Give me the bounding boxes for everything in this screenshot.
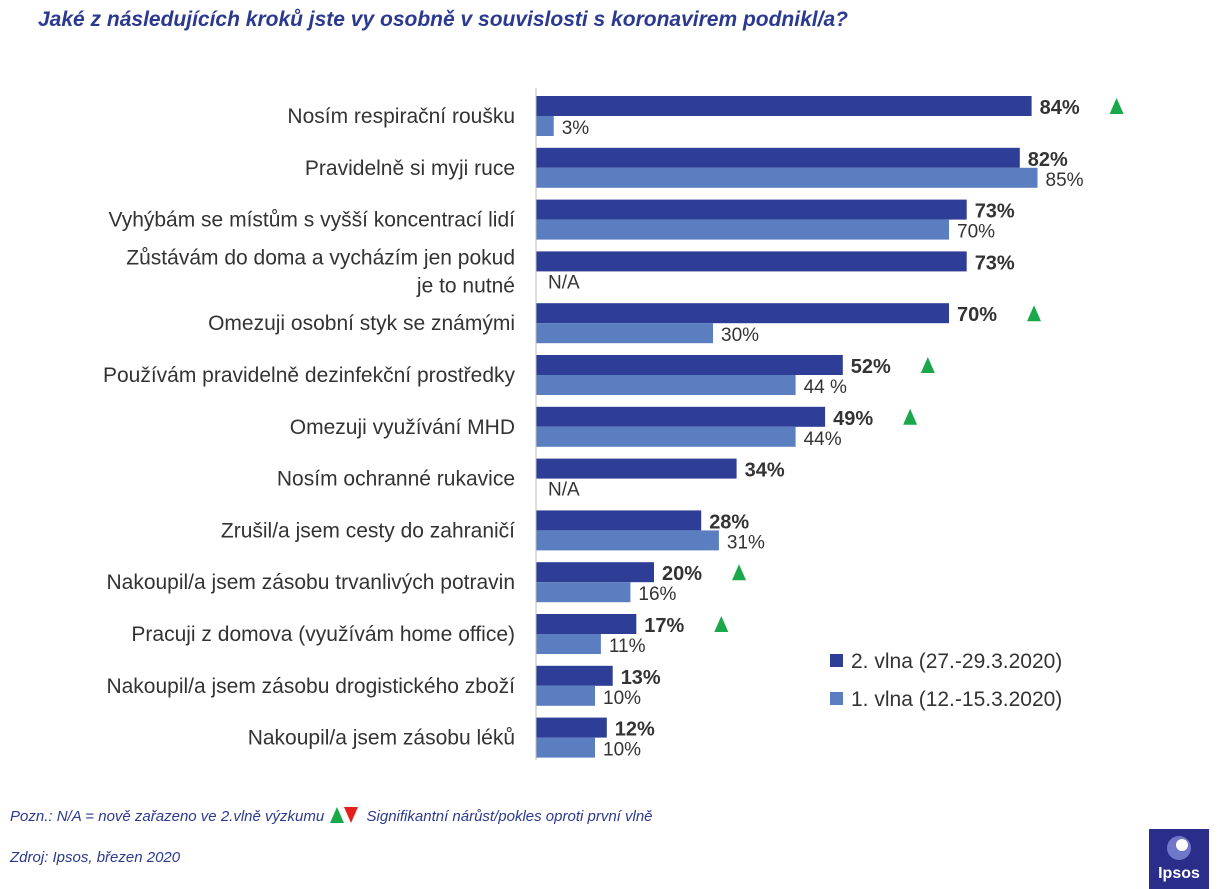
bar-wave-2	[536, 717, 607, 738]
bar-wave-1	[536, 219, 949, 240]
bar-wave-1	[536, 634, 601, 654]
bar-wave-1	[536, 323, 713, 344]
significant-increase-icon	[903, 408, 918, 425]
data-label-wave-2: 34%	[745, 460, 785, 482]
category-label: Zrušil/a jsem cesty do zahraničí	[221, 519, 515, 542]
data-label-wave-2: 28%	[709, 511, 749, 533]
data-label-wave-2: 82%	[1028, 149, 1068, 171]
category-label: Nakoupil/a jsem zásobu léků	[248, 727, 515, 750]
legend-swatch	[830, 654, 843, 667]
category-label: Pravidelně si myji ruce	[305, 157, 515, 180]
legend-label: 1. vlna (12.-15.3.2020)	[851, 688, 1062, 711]
data-label-wave-1: 70%	[957, 222, 995, 243]
footnote-suffix: Signifikantní nárůst/pokles oproti první…	[362, 808, 653, 825]
bar-wave-1	[536, 426, 796, 447]
category-label: Omezuji osobní styk se známými	[208, 312, 515, 335]
source-note: Zdroj: Ipsos, březen 2020	[10, 849, 181, 866]
data-label-wave-2: 49%	[833, 408, 873, 430]
bar-wave-2	[536, 96, 1032, 116]
bar-wave-1	[536, 116, 554, 136]
bar-wave-1	[536, 685, 595, 706]
footnote: Pozn.: N/A = nově zařazeno ve 2.vlně výz…	[10, 807, 653, 825]
bar-wave-2	[536, 406, 826, 427]
significant-increase-icon	[714, 616, 729, 632]
category-label: Zůstávám do doma a vycházím jen pokud	[126, 246, 515, 269]
data-label-wave-1: N/A	[548, 480, 580, 501]
data-label-wave-1: 44%	[804, 429, 842, 450]
bar-wave-2	[536, 251, 967, 272]
bar-wave-2	[536, 510, 702, 531]
bar-wave-2	[536, 614, 637, 634]
data-label-wave-2: 52%	[851, 356, 891, 378]
bar-wave-1	[536, 737, 595, 758]
significant-increase-icon	[1109, 98, 1124, 114]
data-label-wave-2: 73%	[975, 201, 1015, 223]
category-label: je to nutné	[416, 274, 515, 297]
bar-wave-2	[536, 458, 737, 479]
data-label-wave-2: 12%	[615, 719, 655, 741]
chart-title: Jaké z následujících kroků jste vy osobn…	[38, 8, 848, 31]
data-label-wave-2: 84%	[1040, 97, 1080, 119]
bar-wave-2	[536, 199, 967, 220]
data-label-wave-1: 30%	[721, 325, 759, 346]
data-label-wave-1: 85%	[1046, 170, 1084, 191]
logo-text: Ipsos	[1158, 865, 1200, 882]
bar-wave-2	[536, 355, 843, 375]
category-label: Nosím respirační roušku	[287, 105, 515, 128]
data-label-wave-2: 13%	[621, 667, 661, 689]
data-label-wave-1: 31%	[727, 532, 765, 553]
significant-increase-icon	[920, 357, 935, 373]
data-label-wave-2: 20%	[662, 563, 702, 585]
data-label-wave-1: 11%	[609, 636, 646, 657]
data-label-wave-1: 10%	[603, 688, 641, 709]
category-label: Vyhýbám se místům s vyšší koncentrací li…	[108, 209, 515, 232]
ipsos-logo-mark-icon	[1167, 836, 1191, 860]
significant-increase-icon	[732, 564, 746, 581]
data-label-wave-2: 70%	[957, 304, 997, 326]
bar-wave-1	[536, 375, 796, 395]
data-label-wave-2: 73%	[975, 252, 1015, 274]
legend-swatch	[830, 692, 843, 705]
data-label-wave-1: 16%	[638, 584, 676, 605]
bar-wave-1	[536, 530, 719, 551]
footnote-prefix: Pozn.: N/A = nově zařazeno ve 2.vlně výz…	[10, 808, 329, 825]
significant-increase-icon	[1027, 305, 1041, 322]
data-label-wave-2: 17%	[644, 615, 684, 637]
category-label: Používám pravidelně dezinfekční prostřed…	[103, 364, 516, 387]
data-label-wave-1: 44 %	[804, 377, 847, 398]
category-label: Nakoupil/a jsem zásobu trvanlivých potra…	[106, 571, 515, 594]
category-label: Nosím ochranné rukavice	[277, 468, 515, 491]
category-label: Nakoupil/a jsem zásobu drogistického zbo…	[106, 675, 515, 698]
bar-wave-1	[536, 582, 631, 603]
ipsos-logo: Ipsos	[1149, 829, 1209, 889]
legend-label: 2. vlna (27.-29.3.2020)	[851, 650, 1062, 673]
increase-triangle-icon	[330, 807, 345, 823]
data-label-wave-1: N/A	[548, 272, 580, 293]
bar-wave-2	[536, 562, 654, 583]
bar-wave-2	[536, 665, 613, 686]
category-label: Pracuji z domova (využívám home office)	[131, 623, 515, 646]
bar-chart: Nosím respirační roušku 84% 3% Pravidelně s…	[103, 88, 1124, 761]
data-label-wave-1: 3%	[562, 118, 590, 139]
bar-wave-1	[536, 167, 1038, 188]
category-label: Omezuji využívání MHD	[290, 416, 515, 439]
bar-wave-2	[536, 303, 949, 324]
data-label-wave-1: 10%	[603, 740, 641, 761]
bar-wave-2	[536, 147, 1020, 168]
decrease-triangle-icon	[344, 807, 359, 823]
